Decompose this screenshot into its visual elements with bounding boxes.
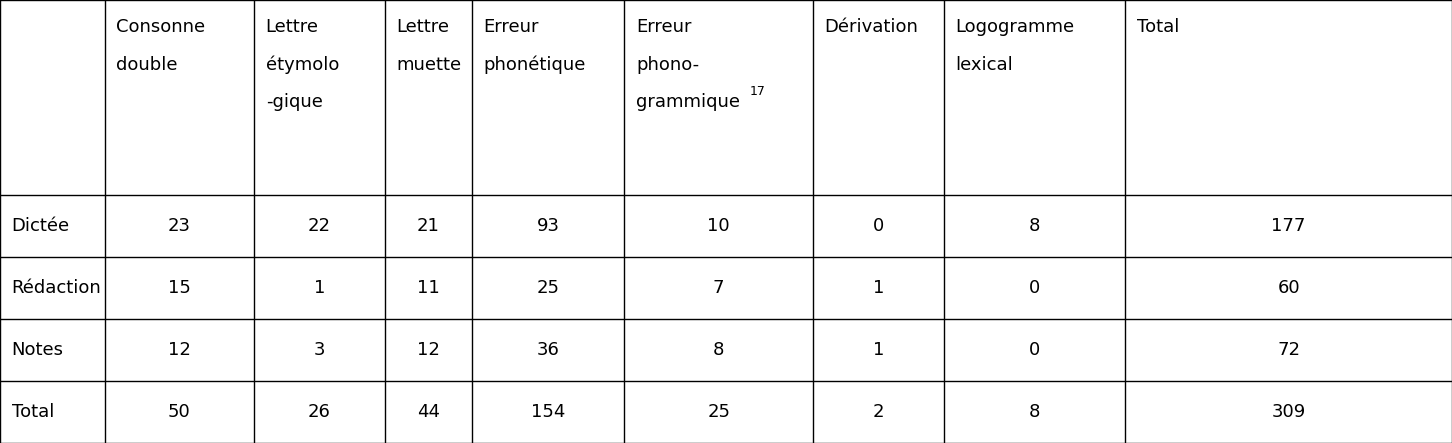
Text: Dérivation: Dérivation [825,18,919,36]
Text: 21: 21 [417,217,440,235]
Text: 44: 44 [417,403,440,421]
Text: 309: 309 [1272,403,1305,421]
Text: 1: 1 [314,279,325,297]
Text: 8: 8 [713,341,725,359]
Text: 0: 0 [1029,279,1040,297]
Text: 72: 72 [1278,341,1300,359]
Text: 22: 22 [308,217,331,235]
Text: 2: 2 [873,403,884,421]
Text: 36: 36 [537,341,559,359]
Text: Dictée: Dictée [12,217,70,235]
Text: 26: 26 [308,403,331,421]
Text: Lettre: Lettre [266,18,319,36]
Text: double: double [116,56,177,74]
Text: Total: Total [1137,18,1179,36]
Text: 93: 93 [537,217,559,235]
Text: 10: 10 [707,217,730,235]
Text: 1: 1 [873,279,884,297]
Text: 12: 12 [168,341,190,359]
Text: -gique: -gique [266,93,322,111]
Text: lexical: lexical [955,56,1013,74]
Text: 25: 25 [707,403,730,421]
Text: 23: 23 [168,217,190,235]
Text: 1: 1 [873,341,884,359]
Text: 154: 154 [531,403,565,421]
Text: Consonne: Consonne [116,18,205,36]
Text: étymolo: étymolo [266,55,340,74]
Text: grammique: grammique [636,93,741,111]
Text: Notes: Notes [12,341,64,359]
Text: 0: 0 [1029,341,1040,359]
Text: phono-: phono- [636,56,698,74]
Text: muette: muette [396,56,462,74]
Text: 3: 3 [314,341,325,359]
Text: phonétique: phonétique [484,55,587,74]
Text: 50: 50 [168,403,190,421]
Text: 8: 8 [1029,403,1040,421]
Text: 12: 12 [417,341,440,359]
Text: 60: 60 [1278,279,1300,297]
Text: Rédaction: Rédaction [12,279,102,297]
Text: Total: Total [12,403,54,421]
Text: 15: 15 [168,279,190,297]
Text: Erreur: Erreur [484,18,539,36]
Text: Logogramme: Logogramme [955,18,1074,36]
Text: Erreur: Erreur [636,18,691,36]
Text: 7: 7 [713,279,725,297]
Text: 17: 17 [749,85,765,98]
Text: Lettre: Lettre [396,18,450,36]
Text: 8: 8 [1029,217,1040,235]
Text: 25: 25 [537,279,559,297]
Text: 11: 11 [417,279,440,297]
Text: 0: 0 [873,217,884,235]
Text: 177: 177 [1272,217,1305,235]
